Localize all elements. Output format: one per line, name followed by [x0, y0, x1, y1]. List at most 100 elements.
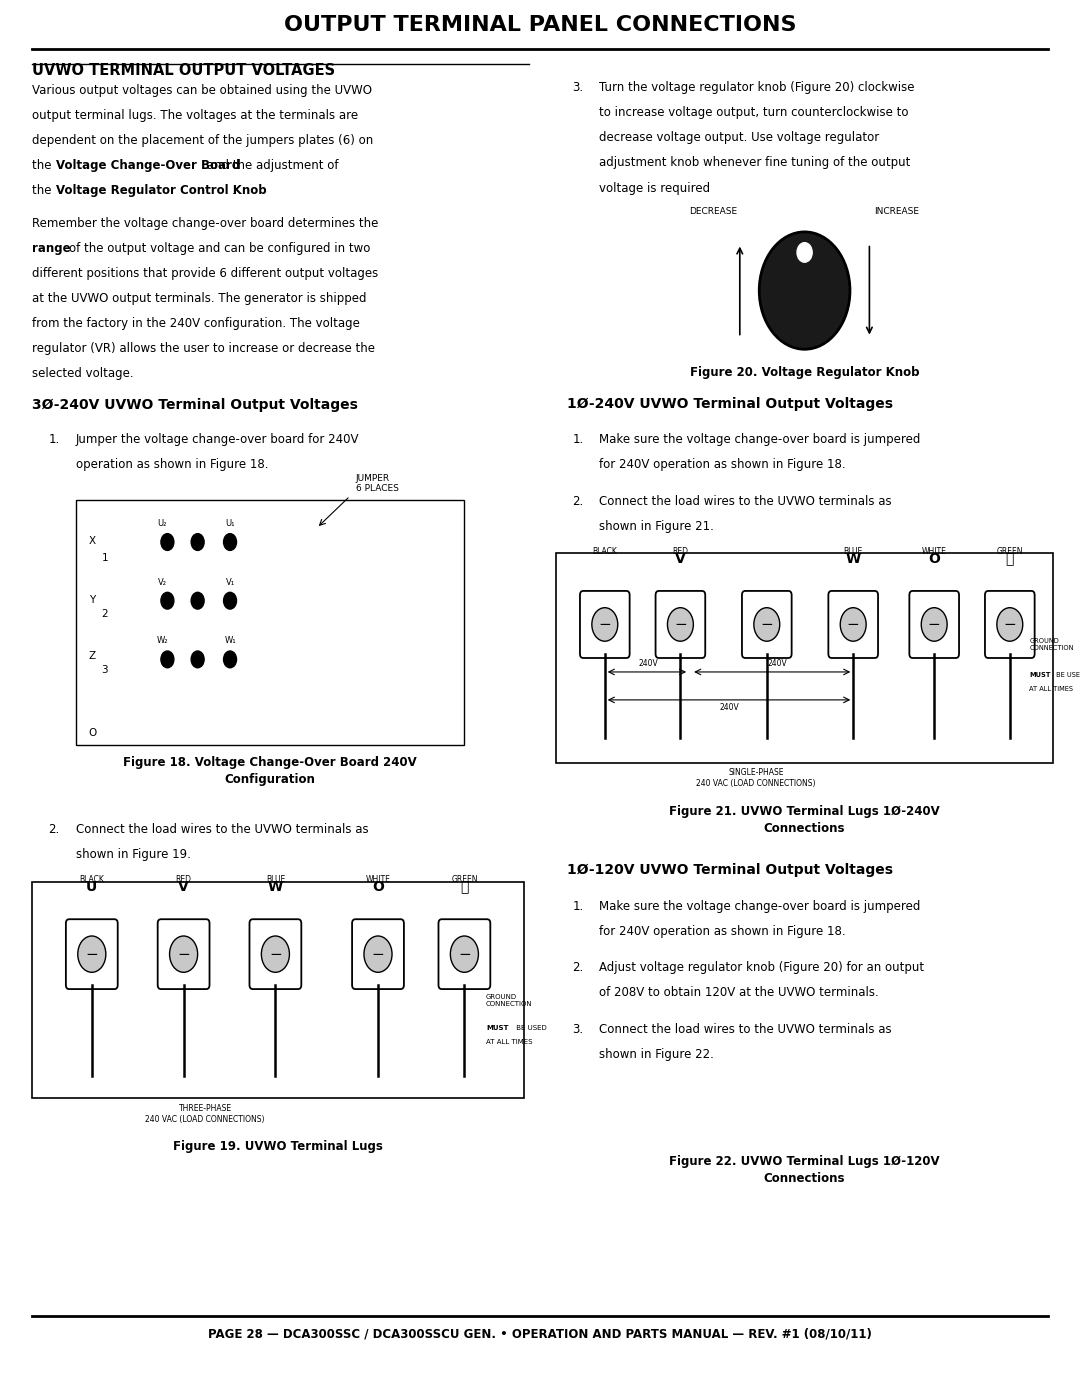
- Text: INCREASE: INCREASE: [874, 207, 919, 215]
- Text: shown in Figure 22.: shown in Figure 22.: [599, 1048, 714, 1060]
- Text: Various output voltages can be obtained using the UVWO: Various output voltages can be obtained …: [32, 84, 373, 96]
- Circle shape: [191, 534, 204, 550]
- Text: −: −: [760, 617, 773, 631]
- Text: −: −: [177, 947, 190, 961]
- Circle shape: [224, 651, 237, 668]
- Text: operation as shown in Figure 18.: operation as shown in Figure 18.: [76, 458, 268, 471]
- Circle shape: [224, 534, 237, 550]
- Text: −: −: [269, 947, 282, 961]
- Text: 6: 6: [194, 654, 201, 665]
- Text: output terminal lugs. The voltages at the terminals are: output terminal lugs. The voltages at th…: [32, 109, 359, 122]
- FancyBboxPatch shape: [352, 919, 404, 989]
- Text: BE USED: BE USED: [514, 1025, 546, 1031]
- Text: and the adjustment of: and the adjustment of: [203, 159, 338, 172]
- Text: Connect the load wires to the UVWO terminals as: Connect the load wires to the UVWO termi…: [76, 823, 368, 835]
- FancyBboxPatch shape: [158, 919, 210, 989]
- Text: U₁: U₁: [226, 520, 234, 528]
- Text: .: .: [232, 184, 235, 197]
- Circle shape: [78, 936, 106, 972]
- Text: Figure 19. UVWO Terminal Lugs: Figure 19. UVWO Terminal Lugs: [173, 1140, 383, 1153]
- Text: Voltage Change-Over Board: Voltage Change-Over Board: [56, 159, 241, 172]
- Text: −: −: [598, 617, 611, 631]
- Text: MUST: MUST: [1029, 672, 1051, 678]
- Text: 2.: 2.: [572, 961, 583, 974]
- Circle shape: [667, 608, 693, 641]
- Text: of 208V to obtain 120V at the UVWO terminals.: of 208V to obtain 120V at the UVWO termi…: [599, 986, 879, 999]
- Text: 1: 1: [102, 553, 108, 563]
- Text: −: −: [372, 947, 384, 961]
- Text: selected voltage.: selected voltage.: [32, 367, 134, 380]
- Circle shape: [161, 651, 174, 668]
- Text: at the UVWO output terminals. The generator is shipped: at the UVWO output terminals. The genera…: [32, 292, 367, 305]
- Text: shown in Figure 21.: shown in Figure 21.: [599, 520, 714, 532]
- Text: 240V: 240V: [638, 659, 658, 668]
- Text: Make sure the voltage change-over board is jumpered: Make sure the voltage change-over board …: [599, 433, 921, 446]
- Circle shape: [191, 651, 204, 668]
- Text: −: −: [847, 617, 860, 631]
- Text: of the output voltage and can be configured in two: of the output voltage and can be configu…: [69, 242, 370, 254]
- FancyBboxPatch shape: [66, 919, 118, 989]
- Circle shape: [921, 608, 947, 641]
- Text: decrease voltage output. Use voltage regulator: decrease voltage output. Use voltage reg…: [599, 131, 879, 144]
- Text: Voltage Regulator Control Knob: Voltage Regulator Control Knob: [56, 184, 267, 197]
- Text: the: the: [32, 184, 56, 197]
- Circle shape: [191, 592, 204, 609]
- Circle shape: [161, 534, 174, 550]
- Text: −: −: [85, 947, 98, 961]
- Text: regulator (VR) allows the user to increase or decrease the: regulator (VR) allows the user to increa…: [32, 342, 376, 355]
- Circle shape: [224, 592, 237, 609]
- Text: THREE-PHASE
240 VAC (LOAD CONNECTIONS): THREE-PHASE 240 VAC (LOAD CONNECTIONS): [146, 1104, 265, 1123]
- Text: RED: RED: [673, 548, 688, 556]
- Text: BLUE: BLUE: [843, 548, 863, 556]
- Text: O: O: [89, 728, 97, 738]
- Text: 4: 4: [194, 536, 201, 548]
- Text: Remember the voltage change-over board determines the: Remember the voltage change-over board d…: [32, 217, 379, 229]
- Text: 3.: 3.: [572, 81, 583, 94]
- Text: Y: Y: [89, 595, 95, 605]
- Text: range: range: [32, 242, 71, 254]
- Text: JUMPER
6 PLACES: JUMPER 6 PLACES: [355, 474, 399, 493]
- Text: 5: 5: [194, 595, 201, 606]
- Text: Figure 20. Voltage Regulator Knob: Figure 20. Voltage Regulator Knob: [690, 366, 919, 379]
- Text: ⏚: ⏚: [1005, 552, 1014, 566]
- Text: SINGLE-PHASE
240 VAC (LOAD CONNECTIONS): SINGLE-PHASE 240 VAC (LOAD CONNECTIONS): [697, 768, 815, 788]
- Text: BLUE: BLUE: [266, 876, 285, 884]
- Text: 1Ø-240V UVWO Terminal Output Voltages: 1Ø-240V UVWO Terminal Output Voltages: [567, 397, 893, 411]
- Text: WHITE: WHITE: [921, 548, 947, 556]
- Text: WHITE: WHITE: [365, 876, 391, 884]
- Text: Figure 18. Voltage Change-Over Board 240V
Configuration: Figure 18. Voltage Change-Over Board 240…: [123, 756, 417, 785]
- Text: 1.: 1.: [49, 433, 59, 446]
- Text: 240V: 240V: [768, 659, 787, 668]
- Circle shape: [797, 243, 812, 263]
- Text: GREEN: GREEN: [997, 548, 1023, 556]
- Circle shape: [840, 608, 866, 641]
- Text: ⏚: ⏚: [460, 880, 469, 894]
- Text: 2.: 2.: [572, 495, 583, 507]
- Text: AT ALL TIMES: AT ALL TIMES: [486, 1039, 532, 1045]
- Text: different positions that provide 6 different output voltages: different positions that provide 6 diffe…: [32, 267, 379, 279]
- Circle shape: [754, 608, 780, 641]
- Text: AT ALL TIMES: AT ALL TIMES: [1029, 686, 1074, 692]
- Text: voltage is required: voltage is required: [599, 182, 711, 194]
- Text: X: X: [89, 536, 96, 546]
- Text: Make sure the voltage change-over board is jumpered: Make sure the voltage change-over board …: [599, 900, 921, 912]
- Text: U₂: U₂: [158, 520, 166, 528]
- Text: Adjust voltage regulator knob (Figure 20) for an output: Adjust voltage regulator knob (Figure 20…: [599, 961, 924, 974]
- Circle shape: [592, 608, 618, 641]
- Text: Figure 21. UVWO Terminal Lugs 1Ø-240V
Connections: Figure 21. UVWO Terminal Lugs 1Ø-240V Co…: [670, 805, 940, 834]
- FancyBboxPatch shape: [909, 591, 959, 658]
- Text: W₂: W₂: [157, 637, 167, 645]
- FancyBboxPatch shape: [556, 553, 1053, 763]
- FancyBboxPatch shape: [742, 591, 792, 658]
- Text: RED: RED: [176, 876, 191, 884]
- FancyBboxPatch shape: [985, 591, 1035, 658]
- Text: DECREASE: DECREASE: [689, 207, 737, 215]
- Circle shape: [261, 936, 289, 972]
- FancyBboxPatch shape: [76, 500, 464, 745]
- Text: O: O: [929, 552, 940, 566]
- Text: 2.: 2.: [49, 823, 59, 835]
- FancyBboxPatch shape: [580, 591, 630, 658]
- Text: −: −: [1003, 617, 1016, 631]
- Text: Figure 22. UVWO Terminal Lugs 1Ø-120V
Connections: Figure 22. UVWO Terminal Lugs 1Ø-120V Co…: [670, 1155, 940, 1185]
- Text: OUTPUT TERMINAL PANEL CONNECTIONS: OUTPUT TERMINAL PANEL CONNECTIONS: [284, 15, 796, 35]
